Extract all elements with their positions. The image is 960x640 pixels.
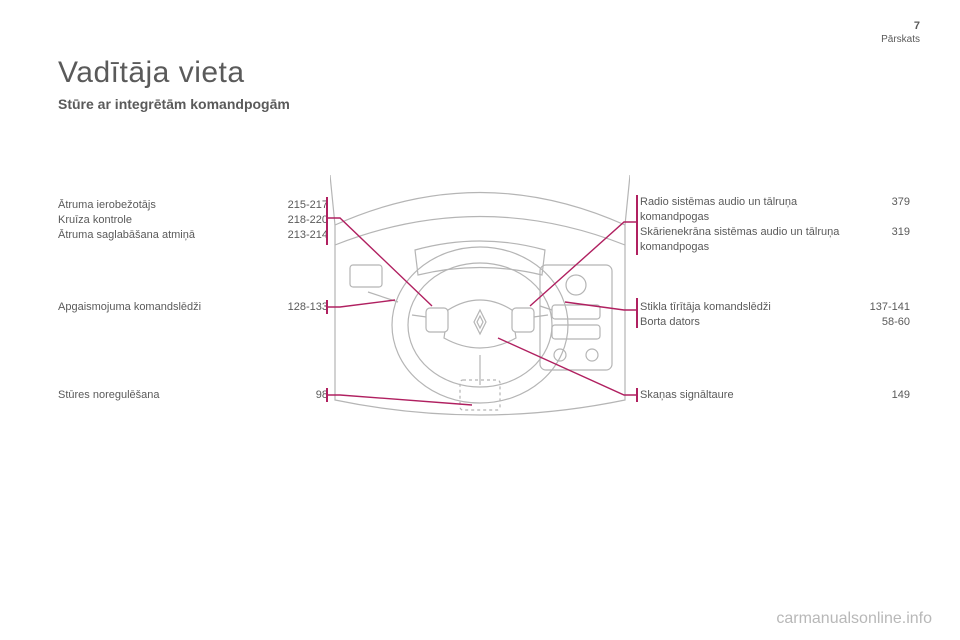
callout-row: Borta dators 58-60: [640, 315, 910, 330]
callout-page: 215-217: [288, 198, 328, 213]
page-subtitle: Stūre ar integrētām komandpogām: [58, 96, 290, 112]
callout-right-2: Stikla tīrītāja komandslēdži 137-141 Bor…: [640, 300, 910, 330]
callout-page: 149: [892, 388, 910, 403]
callout-row: Stikla tīrītāja komandslēdži 137-141: [640, 300, 910, 315]
callout-label: Skārienekrāna sistēmas audio un tālruņa …: [640, 225, 840, 255]
callout-row: Ātruma ierobežotājs 215-217: [58, 198, 328, 213]
callout-label: Borta dators: [640, 315, 700, 330]
callout-page: 213-214: [288, 228, 328, 243]
callout-page: 128-133: [288, 300, 328, 315]
callout-row: Radio sistēmas audio un tālruņa komandpo…: [640, 195, 910, 225]
callout-label: Stikla tīrītāja komandslēdži: [640, 300, 771, 315]
page-title: Vadītāja vieta: [58, 56, 245, 90]
callout-row: Kruīza kontrole 218-220: [58, 213, 328, 228]
callout-left-3: Stūres noregulēšana 98: [58, 388, 328, 403]
callout-row: Apgaismojuma komandslēdži 128-133: [58, 300, 328, 315]
callout-row: Stūres noregulēšana 98: [58, 388, 328, 403]
callout-page: 319: [892, 225, 910, 255]
callout-label: Skaņas signāltaure: [640, 388, 734, 403]
steering-wheel-diagram: [330, 170, 630, 460]
callout-page: 137-141: [870, 300, 910, 315]
callout-page: 98: [316, 388, 328, 403]
callout-page: 58-60: [882, 315, 910, 330]
callout-right-3: Skaņas signāltaure 149: [640, 388, 910, 403]
callout-label: Ātruma ierobežotājs: [58, 198, 156, 213]
callout-page: 218-220: [288, 213, 328, 228]
callout-label: Apgaismojuma komandslēdži: [58, 300, 201, 315]
callout-page: 379: [892, 195, 910, 225]
callout-label: Radio sistēmas audio un tālruņa komandpo…: [640, 195, 840, 225]
callout-row: Skaņas signāltaure 149: [640, 388, 910, 403]
section-label: Pārskats: [881, 34, 920, 45]
callout-label: Ātruma saglabāšana atmiņā: [58, 228, 195, 243]
callout-row: Skārienekrāna sistēmas audio un tālruņa …: [640, 225, 910, 255]
callout-left-2: Apgaismojuma komandslēdži 128-133: [58, 300, 328, 315]
callout-label: Kruīza kontrole: [58, 213, 132, 228]
callout-left-1: Ātruma ierobežotājs 215-217 Kruīza kontr…: [58, 198, 328, 243]
callout-label: Stūres noregulēšana: [58, 388, 160, 403]
watermark: carmanualsonline.info: [776, 610, 932, 628]
page-number: 7: [914, 20, 920, 32]
callout-right-1: Radio sistēmas audio un tālruņa komandpo…: [640, 195, 910, 254]
callout-row: Ātruma saglabāšana atmiņā 213-214: [58, 228, 328, 243]
